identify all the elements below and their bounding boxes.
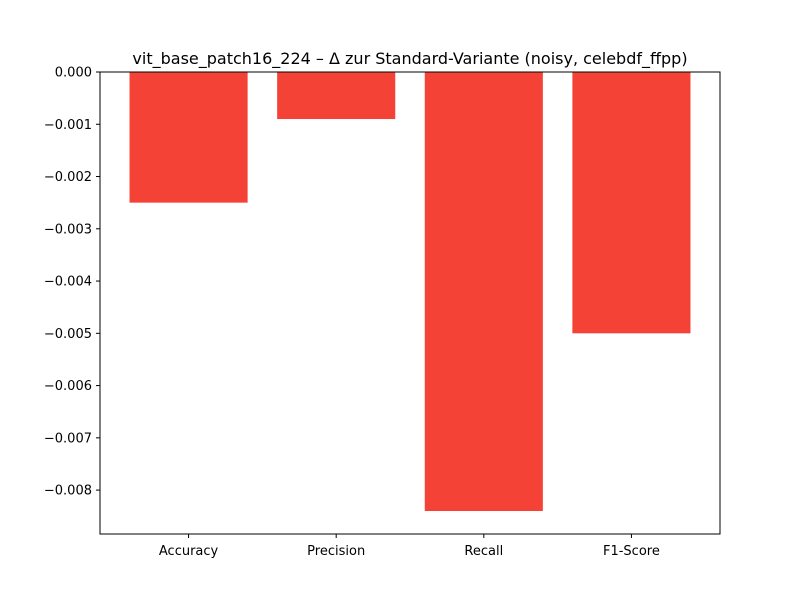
bar-recall [424,72,543,512]
y-tick-label: −0.008 [44,484,92,499]
y-tick-label: −0.002 [44,170,92,185]
x-tick-label: Accuracy [159,544,219,559]
x-tick-label: Precision [307,544,365,559]
y-axis: 0.000 −0.001 −0.002 −0.003 −0.004 −0.005 −0.00… [44,66,100,499]
y-tick-label: −0.003 [44,222,92,237]
y-tick-label: 0.000 [55,66,92,81]
y-tick-label: −0.005 [44,327,92,342]
bar-precision [277,72,396,120]
y-tick-label: −0.006 [44,379,92,394]
y-tick-label: −0.001 [44,118,92,133]
y-tick-label: −0.004 [44,275,92,290]
plot-frame [99,71,721,535]
x-tick-label: F1-Score [603,544,660,559]
y-tick-label: −0.007 [44,431,92,446]
bar-f1-score [572,72,691,334]
bar-accuracy [129,72,248,203]
x-tick-label: Recall [464,544,503,559]
chart-title: vit_base_patch16_224 – Δ zur Standard-Va… [132,49,687,69]
bars-layer [129,72,691,512]
x-axis: Accuracy Precision Recall F1-Score [159,534,660,559]
